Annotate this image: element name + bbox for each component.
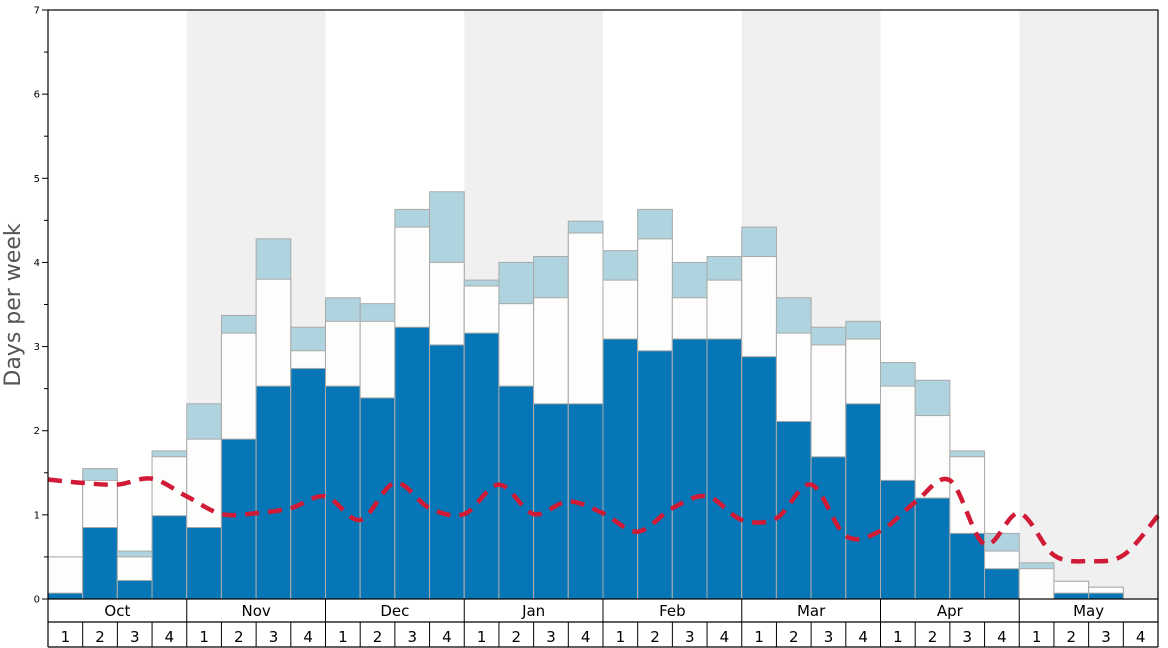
week-label: 1 <box>338 628 348 646</box>
week-label: 4 <box>165 628 175 646</box>
week-label: 4 <box>581 628 591 646</box>
y-tick-label: 4 <box>34 258 40 269</box>
bar-segment <box>845 403 881 600</box>
bar-segment <box>1053 592 1090 600</box>
week-label: 2 <box>373 628 383 646</box>
bar-segment <box>47 556 84 600</box>
week-label: 3 <box>546 628 556 646</box>
y-tick-label: 5 <box>34 174 40 185</box>
week-label: 4 <box>858 628 868 646</box>
bar-segment <box>325 385 361 600</box>
week-label: 1 <box>616 628 626 646</box>
bar-segment <box>1018 568 1055 600</box>
week-label: 2 <box>650 628 660 646</box>
week-label: 3 <box>130 628 140 646</box>
axes: 0 1 2 3 4 5 6 7 Oct 1 2 3 4 Nov 1 2 3 4 Dec 1 2 3 4 Jan 1 2 3 4 Feb 1… <box>34 6 1159 648</box>
month-label: Mar <box>797 602 826 620</box>
bar-segment <box>359 397 396 600</box>
week-label: 1 <box>1032 628 1042 646</box>
bar-segment <box>116 579 153 600</box>
y-axis-label: Days per week <box>1 223 26 386</box>
week-label: 3 <box>269 628 279 646</box>
week-label: 3 <box>824 628 834 646</box>
bar-segment <box>151 515 188 600</box>
month-label: Dec <box>380 602 409 620</box>
week-label: 2 <box>1067 628 1077 646</box>
y-tick-label: 3 <box>34 342 40 353</box>
dashed-line <box>47 476 1160 564</box>
bar-segment <box>220 438 257 600</box>
week-label: 3 <box>407 628 417 646</box>
week-label: 4 <box>720 628 730 646</box>
y-tick-label: 6 <box>34 90 40 101</box>
bar-segment <box>82 526 118 600</box>
bar-segment <box>186 526 222 600</box>
bar-segment <box>498 385 535 600</box>
bar-segment <box>47 592 84 600</box>
week-label: 4 <box>1136 628 1146 646</box>
bar-segment <box>1088 592 1124 600</box>
bar-segment <box>602 338 639 600</box>
month-label: Nov <box>241 602 270 620</box>
month-label: May <box>1073 602 1104 620</box>
bar-segment <box>914 497 951 600</box>
dashed-line-layer <box>47 476 1160 564</box>
week-label: 4 <box>997 628 1007 646</box>
month-label: Jan <box>521 602 545 620</box>
bar-segment <box>637 350 673 600</box>
month-label: Apr <box>937 602 964 620</box>
bar-segment <box>775 420 812 600</box>
bar-segment <box>255 385 292 600</box>
week-label: 3 <box>685 628 695 646</box>
week-label: 1 <box>199 628 209 646</box>
month-band <box>1019 10 1158 599</box>
y-tick-label: 0 <box>34 595 40 606</box>
y-tick-label: 1 <box>34 510 40 521</box>
week-label: 2 <box>928 628 938 646</box>
week-label: 4 <box>442 628 452 646</box>
month-label: Oct <box>104 602 130 620</box>
bar-segment <box>706 338 743 600</box>
week-label: 1 <box>754 628 764 646</box>
week-label: 1 <box>893 628 903 646</box>
week-label: 1 <box>61 628 71 646</box>
bar-segment <box>290 367 326 600</box>
bar-segment <box>880 479 916 600</box>
week-label: 1 <box>477 628 487 646</box>
week-label: 2 <box>789 628 799 646</box>
week-label: 4 <box>303 628 313 646</box>
week-label: 3 <box>1101 628 1111 646</box>
month-label: Feb <box>659 602 686 620</box>
week-label: 2 <box>512 628 522 646</box>
week-label: 3 <box>962 628 972 646</box>
week-label: 2 <box>95 628 105 646</box>
bar-segment <box>984 568 1020 600</box>
bar-segment <box>671 338 708 600</box>
bar-segment <box>394 326 431 600</box>
bar-segment <box>533 403 569 600</box>
bar-segment <box>429 344 465 600</box>
y-tick-label: 2 <box>34 426 40 437</box>
bar-segment <box>463 332 500 600</box>
week-label: 2 <box>234 628 244 646</box>
y-tick-label: 7 <box>34 6 40 17</box>
bar-segment <box>949 532 986 600</box>
bar-segment <box>741 356 777 600</box>
